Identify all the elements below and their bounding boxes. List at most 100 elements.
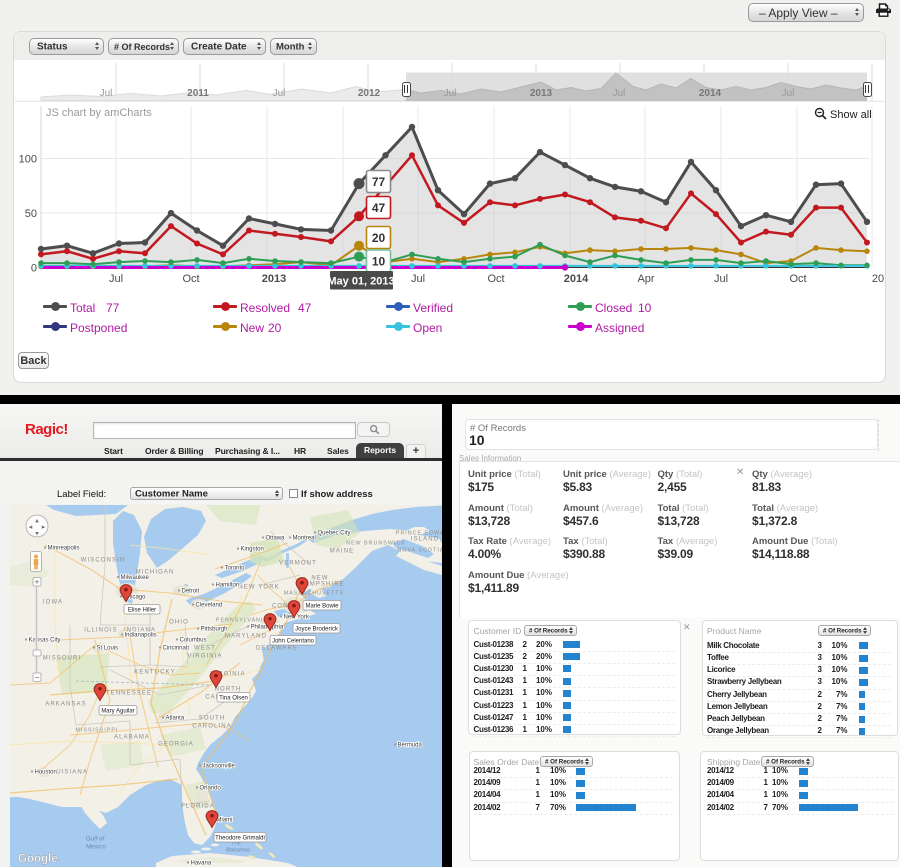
- svg-text:GEORGIA: GEORGIA: [158, 741, 194, 747]
- svg-text:Houston: Houston: [35, 769, 57, 775]
- svg-text:Houston: Houston: [35, 769, 57, 775]
- svg-text:HAMPSHIRE: HAMPSHIRE: [299, 581, 345, 587]
- svg-text:NEW BRUNSWICK: NEW BRUNSWICK: [346, 540, 406, 546]
- svg-text:Milwaukee: Milwaukee: [121, 575, 150, 581]
- svg-text:Pittsburgh: Pittsburgh: [201, 626, 228, 632]
- svg-text:Hamilton: Hamilton: [216, 582, 240, 588]
- svg-text:Mary Aguilar: Mary Aguilar: [101, 708, 134, 714]
- svg-text:INDIANA: INDIANA: [124, 627, 156, 633]
- svg-text:Toronto: Toronto: [225, 565, 246, 571]
- svg-text:Detroit: Detroit: [182, 588, 200, 594]
- svg-text:ISLAND: ISLAND: [411, 536, 439, 542]
- svg-text:Hamilton: Hamilton: [216, 582, 240, 588]
- svg-text:ALABAMA: ALABAMA: [114, 734, 150, 740]
- svg-text:Detroit: Detroit: [182, 588, 200, 594]
- svg-text:Orlando: Orlando: [200, 785, 222, 791]
- svg-text:Cincinnati: Cincinnati: [163, 645, 189, 651]
- svg-text:Philadelphia: Philadelphia: [251, 624, 284, 630]
- svg-text:TENNESSEE: TENNESSEE: [106, 690, 152, 696]
- svg-text:Havana: Havana: [191, 860, 212, 866]
- svg-text:Orlando: Orlando: [200, 785, 222, 791]
- svg-text:2013: 2013: [262, 273, 286, 285]
- svg-text:WEST: WEST: [194, 645, 216, 651]
- svg-text:MARYLAND: MARYLAND: [225, 633, 267, 639]
- svg-text:Apr: Apr: [637, 273, 654, 285]
- svg-text:MAINE: MAINE: [330, 548, 355, 554]
- svg-text:Milwaukee: Milwaukee: [121, 575, 150, 581]
- svg-text:SOUTH: SOUTH: [199, 715, 226, 721]
- svg-text:100: 100: [19, 154, 37, 166]
- svg-text:Bermuda: Bermuda: [398, 742, 423, 748]
- svg-text:Montreal: Montreal: [293, 535, 316, 541]
- svg-text:Bermuda: Bermuda: [398, 742, 423, 748]
- svg-text:Cincinnati: Cincinnati: [163, 645, 189, 651]
- svg-text:John Celentano: John Celentano: [272, 638, 315, 644]
- svg-text:77: 77: [372, 175, 386, 189]
- svg-text:+: +: [35, 576, 40, 586]
- svg-text:Oct: Oct: [487, 273, 504, 285]
- svg-text:New York: New York: [284, 614, 310, 620]
- svg-text:Jul: Jul: [109, 273, 123, 285]
- svg-text:Gulf of: Gulf of: [86, 835, 106, 842]
- svg-text:The: The: [231, 840, 241, 846]
- svg-text:Miami: Miami: [217, 817, 233, 823]
- svg-text:Minneapolis: Minneapolis: [48, 545, 80, 551]
- svg-text:ILLINOIS: ILLINOIS: [84, 627, 117, 633]
- svg-text:Kansas City: Kansas City: [29, 637, 61, 643]
- svg-text:Jacksonville: Jacksonville: [203, 763, 236, 769]
- svg-text:10: 10: [372, 255, 386, 269]
- svg-text:50: 50: [25, 208, 37, 220]
- svg-text:CAROLINA: CAROLINA: [192, 723, 231, 729]
- svg-text:Jul: Jul: [411, 273, 425, 285]
- svg-text:Minneapolis: Minneapolis: [48, 545, 80, 551]
- svg-text:Elise Hiller: Elise Hiller: [128, 607, 156, 613]
- svg-text:MISSOURI: MISSOURI: [43, 655, 81, 661]
- svg-text:VIRGINIA: VIRGINIA: [187, 653, 222, 659]
- svg-text:Pittsburgh: Pittsburgh: [201, 626, 228, 632]
- svg-text:Chicago: Chicago: [124, 594, 147, 600]
- svg-text:Columbus: Columbus: [180, 637, 207, 643]
- svg-text:2014: 2014: [564, 273, 589, 285]
- svg-text:May 01, 2013: May 01, 2013: [327, 276, 394, 288]
- svg-text:NEW YORK: NEW YORK: [238, 584, 279, 590]
- svg-text:Theodore Grimaldi: Theodore Grimaldi: [215, 835, 265, 841]
- svg-text:Mexico: Mexico: [86, 843, 106, 850]
- svg-text:Kansas City: Kansas City: [29, 637, 61, 643]
- svg-text:VERMONT: VERMONT: [279, 560, 317, 566]
- svg-text:▴: ▴: [35, 517, 39, 524]
- svg-text:PRINCE EDWARD: PRINCE EDWARD: [396, 530, 442, 536]
- svg-text:Columbus: Columbus: [180, 637, 207, 643]
- svg-text:▾: ▾: [35, 530, 39, 537]
- svg-text:−: −: [34, 672, 39, 682]
- svg-text:WISCONSIN: WISCONSIN: [81, 557, 126, 563]
- svg-text:Ottawa: Ottawa: [266, 535, 286, 541]
- svg-text:Bahamas: Bahamas: [226, 847, 250, 853]
- svg-text:MASSACHUSETTS: MASSACHUSETTS: [284, 590, 344, 596]
- svg-text:Quebec City: Quebec City: [318, 530, 351, 536]
- svg-text:Montreal: Montreal: [293, 535, 316, 541]
- svg-text:St Louis: St Louis: [97, 645, 119, 651]
- svg-text:Chicago: Chicago: [124, 594, 147, 600]
- svg-text:20: 20: [872, 273, 884, 285]
- svg-text:CONN: CONN: [272, 603, 294, 609]
- svg-text:Jacksonville: Jacksonville: [203, 763, 236, 769]
- svg-text:▸: ▸: [42, 524, 46, 531]
- svg-text:Havana: Havana: [191, 860, 212, 866]
- svg-text:20: 20: [372, 231, 386, 245]
- svg-text:OHIO: OHIO: [169, 619, 189, 625]
- svg-text:New York: New York: [284, 614, 310, 620]
- svg-text:Cleveland: Cleveland: [196, 602, 223, 608]
- svg-text:FLORIDA: FLORIDA: [181, 803, 215, 809]
- svg-text:Atlanta: Atlanta: [166, 715, 185, 721]
- svg-text:NOVA SCOTIA: NOVA SCOTIA: [398, 547, 442, 553]
- svg-text:MICHIGAN: MICHIGAN: [136, 569, 175, 575]
- svg-text:◂: ◂: [29, 524, 33, 531]
- svg-text:St Louis: St Louis: [97, 645, 119, 651]
- svg-text:Tina Olsen: Tina Olsen: [219, 695, 248, 701]
- svg-text:LOUISIANA: LOUISIANA: [46, 769, 88, 775]
- svg-text:IOWA: IOWA: [43, 599, 63, 605]
- svg-text:VIRGINIA: VIRGINIA: [210, 671, 245, 677]
- svg-text:Oct: Oct: [182, 273, 199, 285]
- svg-text:Quebec City: Quebec City: [318, 530, 351, 536]
- svg-text:Miami: Miami: [217, 817, 233, 823]
